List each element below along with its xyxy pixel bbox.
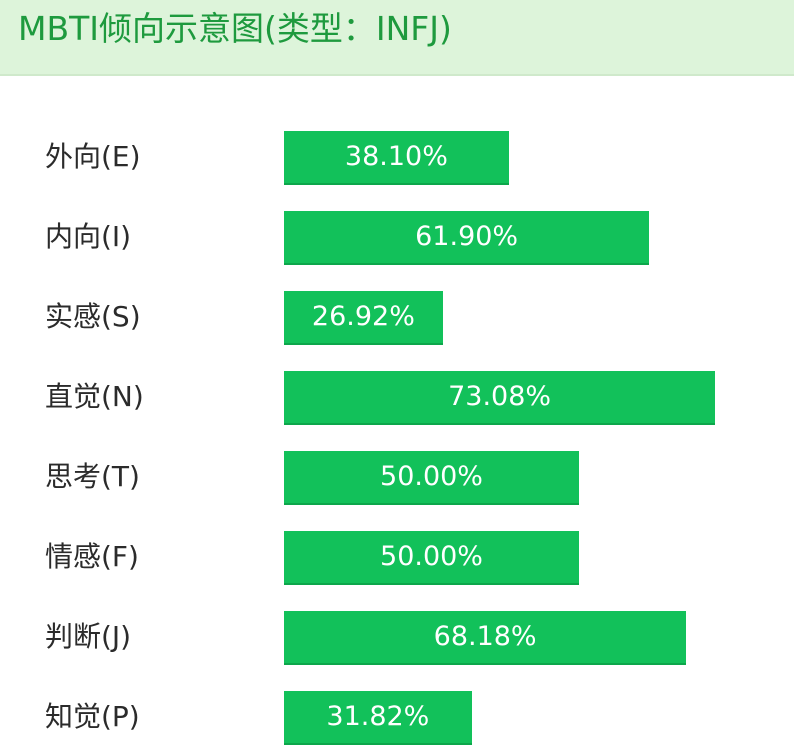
bar: 50.00% <box>284 451 579 503</box>
bar: 31.82% <box>284 691 472 743</box>
bar: 68.18% <box>284 611 687 663</box>
bar: 73.08% <box>284 371 716 423</box>
category-label: 判断(J) <box>45 620 132 653</box>
category-label: 内向(I) <box>45 220 132 253</box>
chart-header: MBTI倾向示意图(类型：INFJ) <box>0 0 794 76</box>
bar-value-label: 73.08% <box>448 381 552 412</box>
bar-value-label: 31.82% <box>326 701 430 732</box>
bar-value-label: 38.10% <box>344 141 448 172</box>
bar-value-label: 61.90% <box>415 221 519 252</box>
category-label: 实感(S) <box>45 300 141 333</box>
bar: 38.10% <box>284 131 509 183</box>
category-label: 外向(E) <box>45 140 141 173</box>
bar: 26.92% <box>284 291 443 343</box>
bar-value-label: 26.92% <box>311 301 415 332</box>
category-label: 情感(F) <box>45 540 139 573</box>
category-label: 知觉(P) <box>45 700 140 733</box>
bar-value-label: 68.18% <box>433 621 537 652</box>
category-label: 思考(T) <box>45 460 140 493</box>
chart-title: MBTI倾向示意图(类型：INFJ) <box>18 9 452 48</box>
bar-value-label: 50.00% <box>380 461 483 492</box>
bar: 50.00% <box>284 531 579 583</box>
bar: 61.90% <box>284 211 650 263</box>
bar-value-label: 50.00% <box>380 541 483 572</box>
category-label: 直觉(N) <box>45 380 144 413</box>
